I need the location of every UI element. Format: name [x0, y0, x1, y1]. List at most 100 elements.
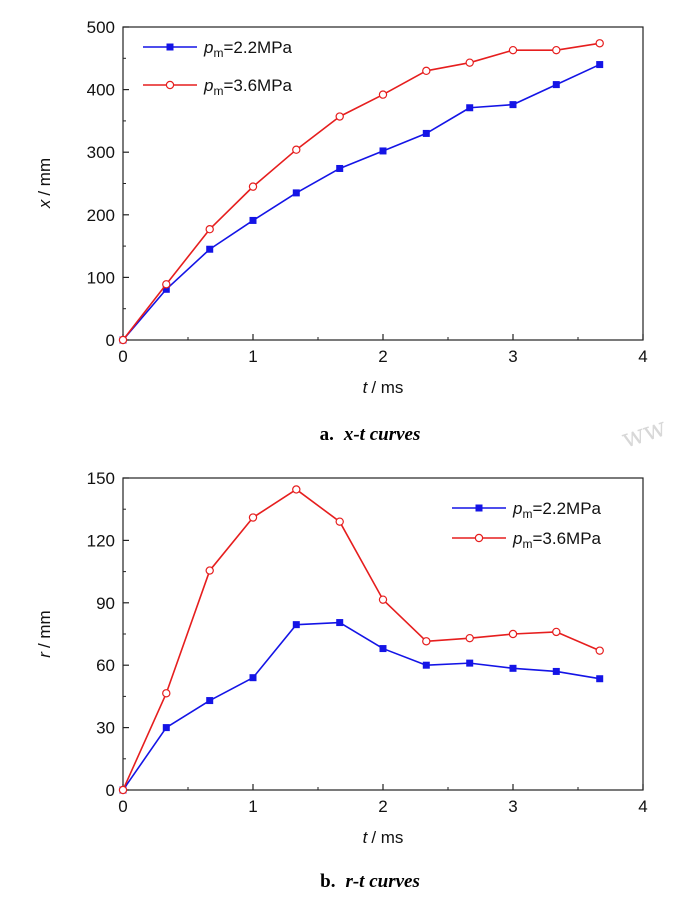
panel-b-rt-chart: 0 1 2 3 4 0 30 60 90 120 150 t / ms r/ mm pm=2.2MP…	[35, 469, 648, 892]
series-line	[122, 621, 600, 791]
series-2	[118, 485, 604, 795]
legend-marker-series-2	[474, 533, 484, 543]
y-tick-label: 500	[87, 18, 115, 37]
data-point	[118, 335, 128, 345]
data-point	[508, 629, 518, 639]
data-point	[292, 145, 301, 154]
data-point	[292, 189, 300, 197]
legend-label-series-1: pm=2.2MPa	[512, 499, 602, 521]
data-point	[249, 674, 257, 682]
y-tick-label: 0	[106, 331, 115, 350]
legend-marker-series-1	[166, 43, 174, 51]
y-tick-label: 0	[106, 781, 115, 800]
data-point	[162, 689, 171, 698]
series-line	[122, 488, 601, 791]
data-point	[595, 646, 604, 655]
data-point	[248, 182, 258, 191]
series-layer	[118, 485, 604, 795]
data-point	[465, 633, 474, 643]
y-tick-label: 90	[96, 594, 115, 613]
data-point	[335, 517, 344, 526]
caption-b: b. r-t curves	[320, 871, 420, 892]
data-point	[509, 664, 517, 672]
data-point	[205, 566, 214, 575]
x-tick-label: 1	[248, 797, 257, 816]
data-point	[162, 724, 170, 732]
x-axis-title: t / ms	[363, 378, 404, 397]
data-point	[596, 675, 604, 683]
series-2	[118, 39, 604, 345]
data-point	[422, 66, 431, 76]
data-point	[336, 619, 344, 627]
data-point	[552, 81, 560, 89]
y-tick-label: 300	[87, 143, 115, 162]
data-point	[336, 164, 344, 172]
x-tick-label: 0	[118, 347, 127, 366]
data-point	[118, 785, 128, 795]
data-point	[466, 659, 474, 667]
x-tick-label: 3	[508, 797, 517, 816]
data-point	[595, 39, 604, 48]
series-1	[119, 61, 604, 344]
data-point	[465, 58, 474, 67]
data-point	[422, 129, 430, 137]
series-line	[122, 63, 601, 341]
data-point	[552, 667, 560, 675]
plot-area-frame	[122, 477, 644, 791]
data-point	[292, 485, 301, 494]
data-point	[206, 697, 214, 705]
data-point	[248, 513, 258, 522]
y-tick-label: 150	[87, 469, 115, 488]
x-tick-label: 2	[378, 797, 387, 816]
data-point	[596, 61, 604, 69]
y-axis-title: r/ mm	[35, 610, 54, 657]
data-point	[422, 661, 430, 669]
data-point	[378, 595, 388, 604]
x-tick-label: 2	[378, 347, 387, 366]
series-line	[122, 42, 600, 341]
caption-a: a. x-t curves	[320, 424, 421, 445]
data-point	[379, 147, 387, 155]
y-tick-label: 120	[87, 531, 115, 550]
panel-a-xt-chart: 0 1 2 3 4 0 100 200 300 400 500 t / ms x/ mm pm=2.…	[35, 18, 648, 445]
data-point	[206, 245, 214, 253]
x-axis: 0 1 2 3 4	[118, 334, 648, 366]
series-1	[119, 619, 604, 794]
data-point	[162, 280, 171, 289]
y-tick-label: 60	[96, 656, 115, 675]
watermark: ww	[618, 413, 670, 455]
x-axis-title: t / ms	[363, 828, 404, 847]
legend-label-series-2: pm=3.6MPa	[203, 76, 293, 98]
y-axis: 0 30 60 90 120 150	[87, 469, 129, 800]
legend-label-series-1: pm=2.2MPa	[203, 38, 293, 60]
y-axis-title: x/ mm	[35, 158, 54, 209]
legend-marker-series-1	[475, 504, 483, 512]
x-tick-label: 1	[248, 347, 257, 366]
y-tick-label: 200	[87, 206, 115, 225]
series-layer	[118, 39, 604, 345]
y-axis: 0 100 200 300 400 500	[87, 18, 129, 350]
data-point	[552, 627, 561, 637]
data-point	[162, 285, 170, 293]
y-tick-label: 30	[96, 719, 115, 738]
data-point	[379, 645, 387, 653]
x-tick-label: 4	[638, 797, 647, 816]
x-tick-label: 3	[508, 347, 517, 366]
plot-area-frame	[122, 26, 644, 341]
legend-label-series-2: pm=3.6MPa	[512, 529, 602, 551]
data-point	[335, 112, 344, 121]
data-point	[552, 45, 561, 55]
legend: pm=2.2MPa pm=3.6MPa	[452, 499, 602, 551]
data-point	[466, 104, 474, 112]
y-tick-label: 400	[87, 81, 115, 100]
x-axis: 0 1 2 3 4	[118, 784, 648, 816]
data-point	[509, 101, 517, 109]
data-point	[422, 637, 431, 646]
legend: pm=2.2MPa pm=3.6MPa	[143, 38, 293, 98]
legend-marker-series-2	[165, 80, 175, 90]
data-point	[292, 621, 300, 629]
data-point	[508, 45, 518, 55]
data-point	[205, 224, 214, 234]
data-point	[249, 216, 257, 224]
